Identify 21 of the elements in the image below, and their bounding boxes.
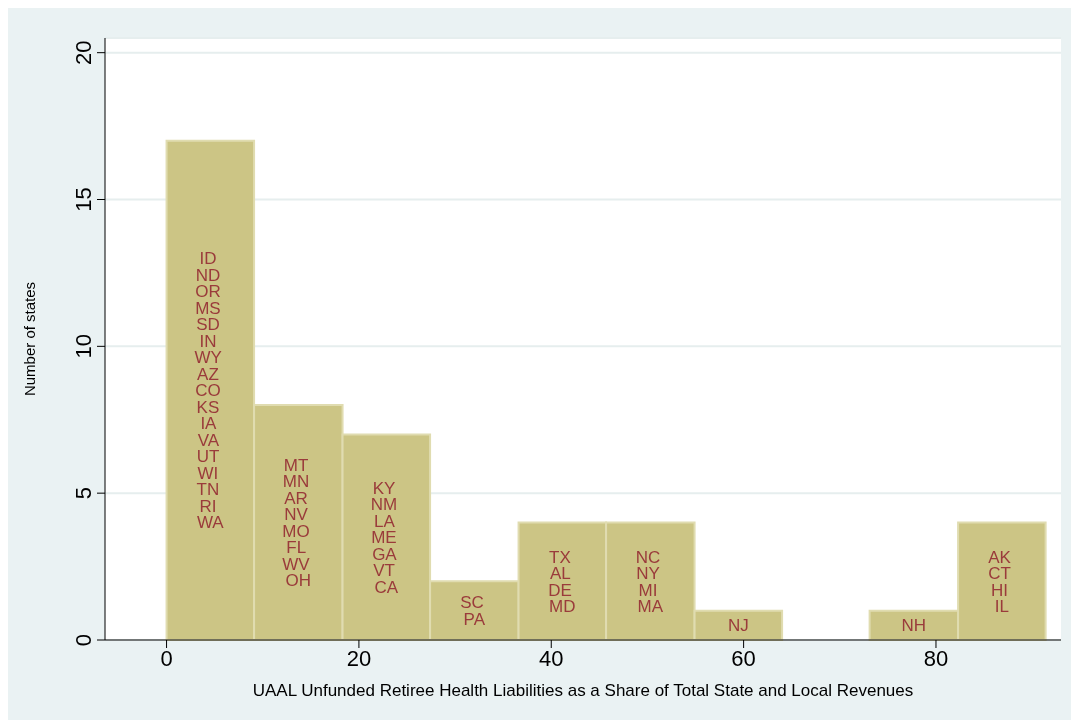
x-tick-label: 60 [731,645,756,671]
y-tick-label: 15 [71,187,96,212]
annotation: NC NY MI MA [635,547,665,617]
x-tick-label: 40 [539,645,564,671]
x-axis-title: UAAL Unfunded Retiree Health Liabilities as a Share of Total State and Local Revenues [252,681,914,700]
y-axis-title: Number of states [21,281,39,397]
x-tick-label: 80 [923,645,949,671]
y-tick-label: 0 [71,633,96,647]
y-tick-label: 10 [71,334,96,359]
annotation: TX AL DE MD [548,547,577,617]
x-tick-label: 20 [346,645,372,671]
annotation: MT MN AR NV MO FL WV OH [282,455,315,591]
annotation: KY NM LA ME GA VT CA [370,478,402,597]
text: ID ND OR MS SD IN WY AZ CO KS IA VA UT WI TN RI WA [194,249,224,533]
x-tick-label: 0 [160,645,173,671]
y-tick-label: 20 [71,40,96,65]
annotation: NJ [727,616,749,636]
annotation: SC PA [460,593,489,629]
annotation: NH [901,616,927,636]
annotation: AK CT HI IL [988,547,1016,617]
y-tick-label: 5 [71,487,96,500]
